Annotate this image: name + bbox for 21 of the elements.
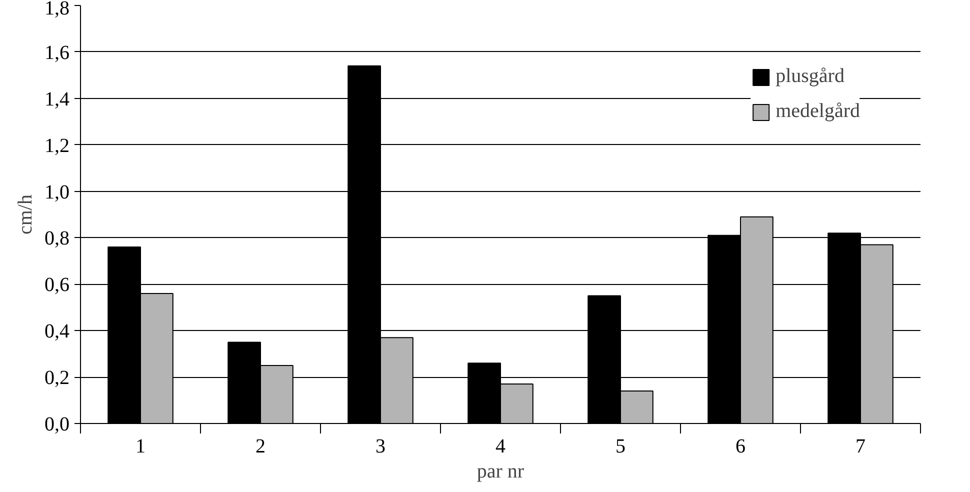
x-tick-label: 7	[856, 436, 866, 458]
x-axis-title: par nr	[476, 460, 524, 482]
x-tick-label: 3	[376, 436, 386, 458]
x-tick-label: 2	[256, 436, 266, 458]
x-tick-label: 5	[616, 436, 626, 458]
legend-label: plusgård	[776, 65, 844, 88]
y-tick-label: 1,4	[44, 88, 70, 110]
x-tick-label: 4	[496, 436, 506, 458]
y-tick-label: 1,6	[44, 42, 70, 64]
y-tick-label: 0,4	[44, 320, 70, 343]
x-tick-label: 6	[736, 436, 746, 458]
y-tick-label: 0,2	[44, 367, 70, 390]
legend-label: medelgård	[776, 100, 860, 123]
y-tick-label: 1,0	[44, 181, 70, 204]
y-tick-label: 0,0	[44, 414, 70, 436]
y-axis-title: cm/h	[14, 194, 36, 234]
y-tick-label: 0,6	[44, 274, 70, 296]
y-tick-label: 1,2	[44, 134, 70, 157]
x-tick-label: 1	[136, 436, 146, 458]
y-tick-label: 0,8	[44, 228, 70, 250]
y-tick-label: 1,8	[44, 0, 70, 20]
